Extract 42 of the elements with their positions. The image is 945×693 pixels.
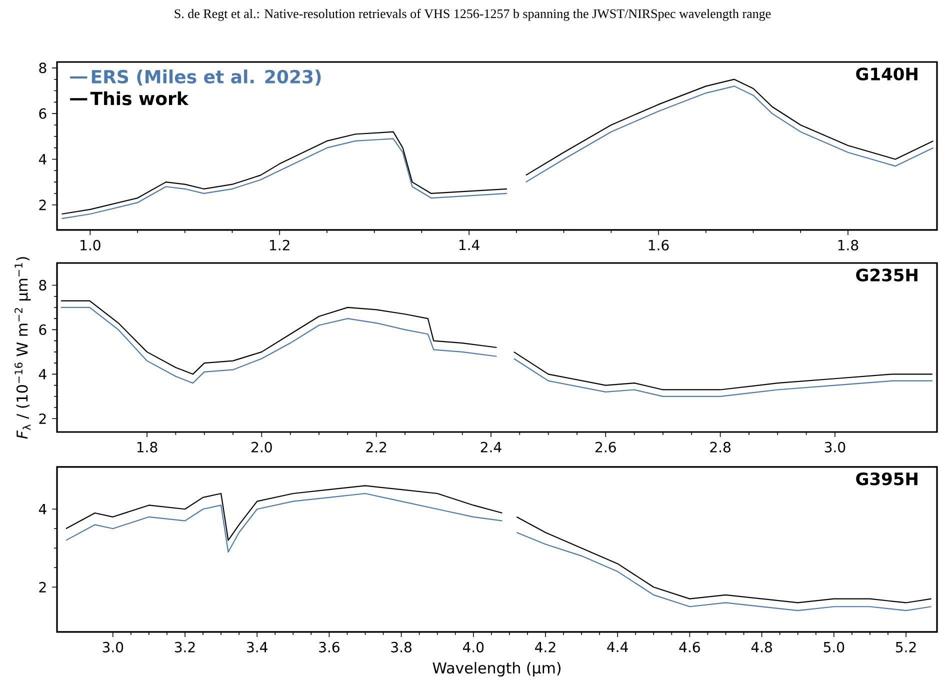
legend-label: ERS (Miles et al. 2023)	[92, 70, 321, 86]
y-tick-label: 8	[39, 62, 46, 74]
x-tick-label: 2.6	[596, 442, 616, 452]
x-tick-label: 2.4	[480, 442, 502, 452]
x-tick-label: 4.4	[607, 642, 628, 652]
text: S. de Regt et al.: Native-resolution retrievals of VHS 1256-1257 b spanning the JWST/NIRSpec wavelength range	[174, 8, 771, 21]
y-tick-label: 6	[39, 324, 46, 335]
x-tick-label: 3.4	[247, 642, 268, 652]
x-tick-label: 3.0	[102, 642, 124, 652]
x-tick-label: 4.2	[535, 642, 556, 652]
y-tick-label: 2	[39, 413, 46, 424]
x-tick-label: 2.0	[252, 442, 272, 452]
chart-title: G235H	[856, 268, 918, 282]
x-tick-label: 1.8	[838, 240, 858, 250]
x-tick-label: 2.2	[366, 442, 386, 452]
x-tick-label: 5.2	[896, 642, 916, 652]
x-tick-label: 1.2	[270, 240, 290, 250]
x-tick-label: 1.8	[137, 442, 158, 452]
x-tick-label: 5.0	[824, 642, 844, 652]
chart-title: G140H	[856, 68, 918, 80]
x-tick-label: 3.6	[319, 642, 340, 652]
y-tick-label: 8	[39, 280, 46, 291]
y-tick-label: 4	[38, 154, 46, 164]
x-tick-label: 3.2	[174, 642, 195, 652]
chart-title: G395H	[856, 472, 918, 486]
x-tick-label: 4.8	[751, 642, 772, 652]
text: F$_{λ}$ / (10$^{−16}$ W m$^{−2}$ µm$^{−1}$)	[14, 257, 31, 439]
y-tick-label: 6	[39, 108, 46, 119]
y-tick-label: 4	[38, 369, 46, 380]
x-tick-label: 4.6	[679, 642, 700, 652]
x-tick-label: 3.0	[824, 442, 846, 452]
x-axis-title: Wavelength (µm)	[432, 662, 561, 676]
x-tick-label: 2.8	[710, 442, 730, 452]
x-tick-label: 3.8	[391, 642, 412, 652]
x-tick-label: 1.4	[459, 240, 480, 250]
y-tick-label: 2	[39, 582, 46, 592]
y-tick-label: 2	[39, 200, 46, 210]
y-tick-label: 4	[38, 504, 46, 514]
legend-label: This work	[90, 91, 189, 106]
x-tick-label: 1.6	[648, 240, 669, 250]
x-tick-label: 4.0	[462, 642, 484, 652]
x-tick-label: 1.0	[80, 240, 100, 250]
